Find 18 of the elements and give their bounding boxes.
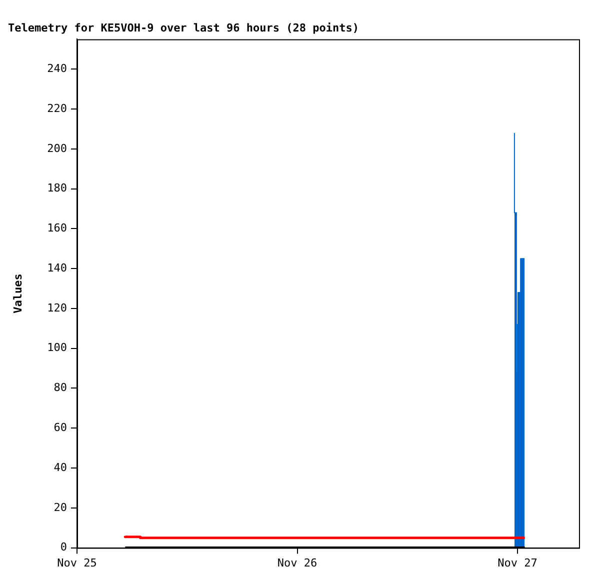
y-tick-label: 140 xyxy=(47,261,67,274)
y-tick-label: 60 xyxy=(54,420,67,434)
y-tick-label: 100 xyxy=(47,341,67,354)
y-tick-label: 220 xyxy=(47,102,67,115)
y-axis-title: Values xyxy=(11,274,24,314)
y-tick-label: 80 xyxy=(54,381,67,394)
x-tick-label: Nov 25 xyxy=(57,556,97,570)
chart-title: Telemetry for KE5VOH-9 over last 96 hours (28 points) xyxy=(8,21,359,34)
y-tick-label: 160 xyxy=(47,222,67,235)
y-tick-label: 120 xyxy=(47,301,67,314)
x-tick-label: Nov 26 xyxy=(277,556,318,570)
y-tick-label: 200 xyxy=(47,142,67,155)
y-tick-label: 240 xyxy=(47,62,67,75)
x-tick-label: Nov 27 xyxy=(498,556,538,570)
y-tick-label: 180 xyxy=(47,182,67,195)
y-tick-label: 0 xyxy=(60,540,67,554)
y-tick-label: 20 xyxy=(54,500,67,514)
y-tick-label: 40 xyxy=(54,460,67,474)
